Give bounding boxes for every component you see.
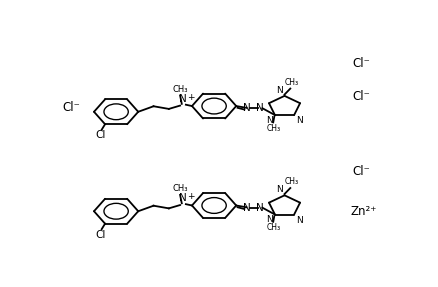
Text: N: N [243, 203, 251, 213]
Text: Cl⁻: Cl⁻ [352, 90, 370, 103]
Text: CH₃: CH₃ [172, 85, 187, 94]
Text: N: N [179, 193, 186, 203]
Text: N: N [295, 116, 302, 125]
Text: Cl⁻: Cl⁻ [352, 165, 370, 178]
Text: N: N [295, 216, 302, 225]
Text: Cl⁻: Cl⁻ [352, 57, 370, 70]
Text: N: N [265, 116, 272, 125]
Text: Cl⁻: Cl⁻ [62, 101, 80, 114]
Text: N: N [276, 86, 282, 95]
Text: Cl: Cl [95, 230, 106, 240]
Text: Cl: Cl [95, 130, 106, 140]
Text: N: N [243, 103, 251, 113]
Text: N: N [179, 94, 186, 104]
Text: N: N [255, 103, 263, 113]
Text: +: + [187, 93, 194, 102]
Text: N: N [255, 203, 263, 213]
Text: CH₃: CH₃ [284, 177, 298, 187]
Text: N: N [265, 216, 272, 224]
Text: N: N [276, 185, 282, 194]
Text: Zn²⁺: Zn²⁺ [350, 205, 376, 218]
Text: CH₃: CH₃ [284, 78, 298, 87]
Text: CH₃: CH₃ [172, 184, 187, 193]
Text: CH₃: CH₃ [265, 124, 279, 133]
Text: CH₃: CH₃ [265, 223, 279, 232]
Text: +: + [187, 192, 194, 201]
